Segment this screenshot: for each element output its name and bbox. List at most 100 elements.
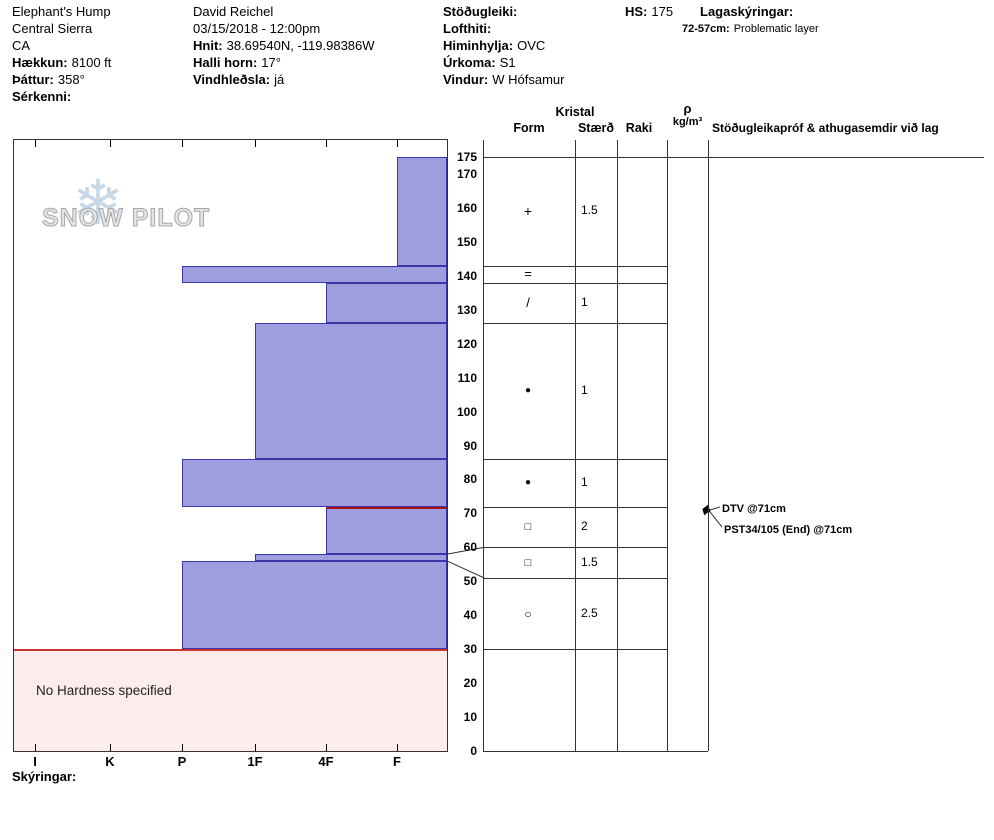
snowflake-icon: ❄: [72, 169, 124, 238]
precip-label: Úrkoma:: [443, 55, 496, 70]
hardness-label: 4F: [318, 754, 334, 769]
hardness-axis-tick: [182, 744, 183, 751]
snow-layer-bar: [255, 554, 447, 561]
snow-layer-bar: [255, 323, 447, 460]
depth-label: 40: [463, 608, 477, 623]
hardness-axis-tick: [255, 140, 256, 147]
size-column-header: Stærð: [577, 121, 615, 135]
depth-label: 70: [463, 506, 477, 521]
grain-size-value: 2.5: [581, 605, 598, 620]
test-annotation-arrow: [702, 506, 721, 516]
grain-size-value: 1.5: [581, 203, 598, 218]
stability-label: Stöðugleiki:: [443, 4, 518, 19]
hs-row: HS: 175: [625, 4, 673, 19]
depth-label: 150: [456, 234, 477, 249]
site-region: Central Sierra: [12, 21, 93, 36]
aspect-value: 358°: [57, 72, 85, 87]
table-row-line: [483, 751, 708, 752]
hs-label: HS:: [625, 4, 648, 19]
table-row-line: [483, 282, 667, 284]
no-hardness-label: No Hardness specified: [36, 683, 172, 699]
air-temp-label: Lofthiti:: [443, 21, 492, 36]
table-row-line: [483, 547, 667, 549]
table-vline: [708, 140, 709, 751]
grain-size-value: 1: [581, 294, 588, 309]
grain-size-value: 1: [581, 474, 588, 489]
snow-layer-bar: [182, 265, 447, 283]
snow-layer-bar: [182, 560, 447, 650]
aspect-label: Þáttur:: [12, 72, 54, 87]
test-annotation: PST34/105 (End) @71cm: [724, 523, 853, 536]
snow-layer-bar: [326, 506, 447, 555]
wind-loading-label: Vindhleðsla:: [193, 72, 271, 87]
wind-loading-value: já: [274, 72, 285, 87]
layer-note-text: Problematic layer: [733, 23, 819, 35]
grain-form-symbol: +: [523, 203, 533, 220]
snow-profile-chart: ❄ SNOW PILOT No Hardness specified: [13, 139, 448, 752]
coordinates-value: 38.69540N, -119.98386W: [226, 38, 375, 53]
hardness-axis-tick: [397, 744, 398, 751]
precip-value: S1: [499, 55, 516, 70]
slope-angle-label: Halli horn:: [193, 55, 258, 70]
kristal-header: Kristal: [555, 105, 595, 119]
table-row-line: [483, 577, 667, 579]
slope-angle-value: 17°: [261, 55, 281, 70]
hardness-axis-tick: [35, 744, 36, 751]
sky-row: Himinhylja: OVC: [443, 38, 545, 53]
table-row-line: [483, 649, 667, 651]
grain-form-symbol: ●: [524, 385, 532, 397]
hardness-axis-tick: [326, 744, 327, 751]
no-hardness-region: No Hardness specified: [14, 649, 447, 751]
test-annotation-arrow: [702, 504, 723, 528]
legend-label: Skýringar:: [12, 769, 77, 784]
elevation-value: 8100 ft: [71, 55, 112, 70]
table-vline: [617, 140, 618, 751]
moisture-column-header: Raki: [625, 121, 653, 135]
snow-layer-bar: [397, 156, 447, 266]
hardness-label: P: [177, 754, 187, 769]
depth-label: 50: [463, 574, 477, 589]
layer-note: 72-57cm: Problematic layer: [682, 23, 819, 35]
layer-notes-label: Lagaskýringar:: [700, 4, 794, 19]
snowpilot-watermark: ❄ SNOW PILOT: [40, 169, 230, 246]
snow-layer-bar: [182, 459, 447, 507]
sky-label: Himinhylja:: [443, 38, 514, 53]
features-label: Sérkenni:: [12, 89, 72, 104]
hardness-label: I: [33, 754, 37, 769]
depth-label: 30: [463, 642, 477, 657]
grain-size-value: 1.5: [581, 554, 598, 569]
observation-datetime: 03/15/2018 - 12:00pm: [193, 21, 321, 36]
depth-label: 170: [456, 166, 477, 181]
depth-label: 130: [456, 302, 477, 317]
wind-label: Vindur:: [443, 72, 489, 87]
grain-form-symbol: ○: [524, 606, 532, 621]
wind-loading-row: Vindhleðsla: já: [193, 72, 284, 87]
grain-size-value: 1: [581, 383, 588, 398]
hardness-axis-tick: [397, 140, 398, 147]
table-row-line: [483, 323, 667, 325]
form-column-header: Form: [513, 121, 545, 135]
elevation-label: Hækkun:: [12, 55, 68, 70]
snow-layer-bar: [326, 282, 447, 324]
density-symbol-header: ρ: [683, 101, 692, 116]
depth-label: 175: [456, 149, 477, 164]
hs-value: 175: [651, 4, 674, 19]
wind-value: W Hófsamur: [492, 72, 565, 87]
grain-form-symbol: /: [526, 294, 530, 310]
sky-value: OVC: [517, 38, 546, 53]
table-row-line: [483, 265, 667, 267]
depth-label: 90: [463, 438, 477, 453]
depth-label: 0: [470, 744, 477, 758]
hardness-axis-tick: [255, 744, 256, 751]
hardness-axis-tick: [326, 140, 327, 147]
tests-column-header: Stöðugleikapróf & athugasemdir við lag: [712, 121, 939, 135]
hardness-axis-tick: [182, 140, 183, 147]
grain-form-symbol: □: [524, 556, 532, 569]
site-name: Elephant's Hump: [12, 4, 111, 19]
wind-row: Vindur: W Hófsamur: [443, 72, 565, 87]
observer-name: David Reichel: [193, 4, 274, 19]
elevation-row: Hækkun: 8100 ft: [12, 55, 111, 70]
depth-label: 160: [456, 200, 477, 215]
depth-label: 20: [463, 676, 477, 691]
